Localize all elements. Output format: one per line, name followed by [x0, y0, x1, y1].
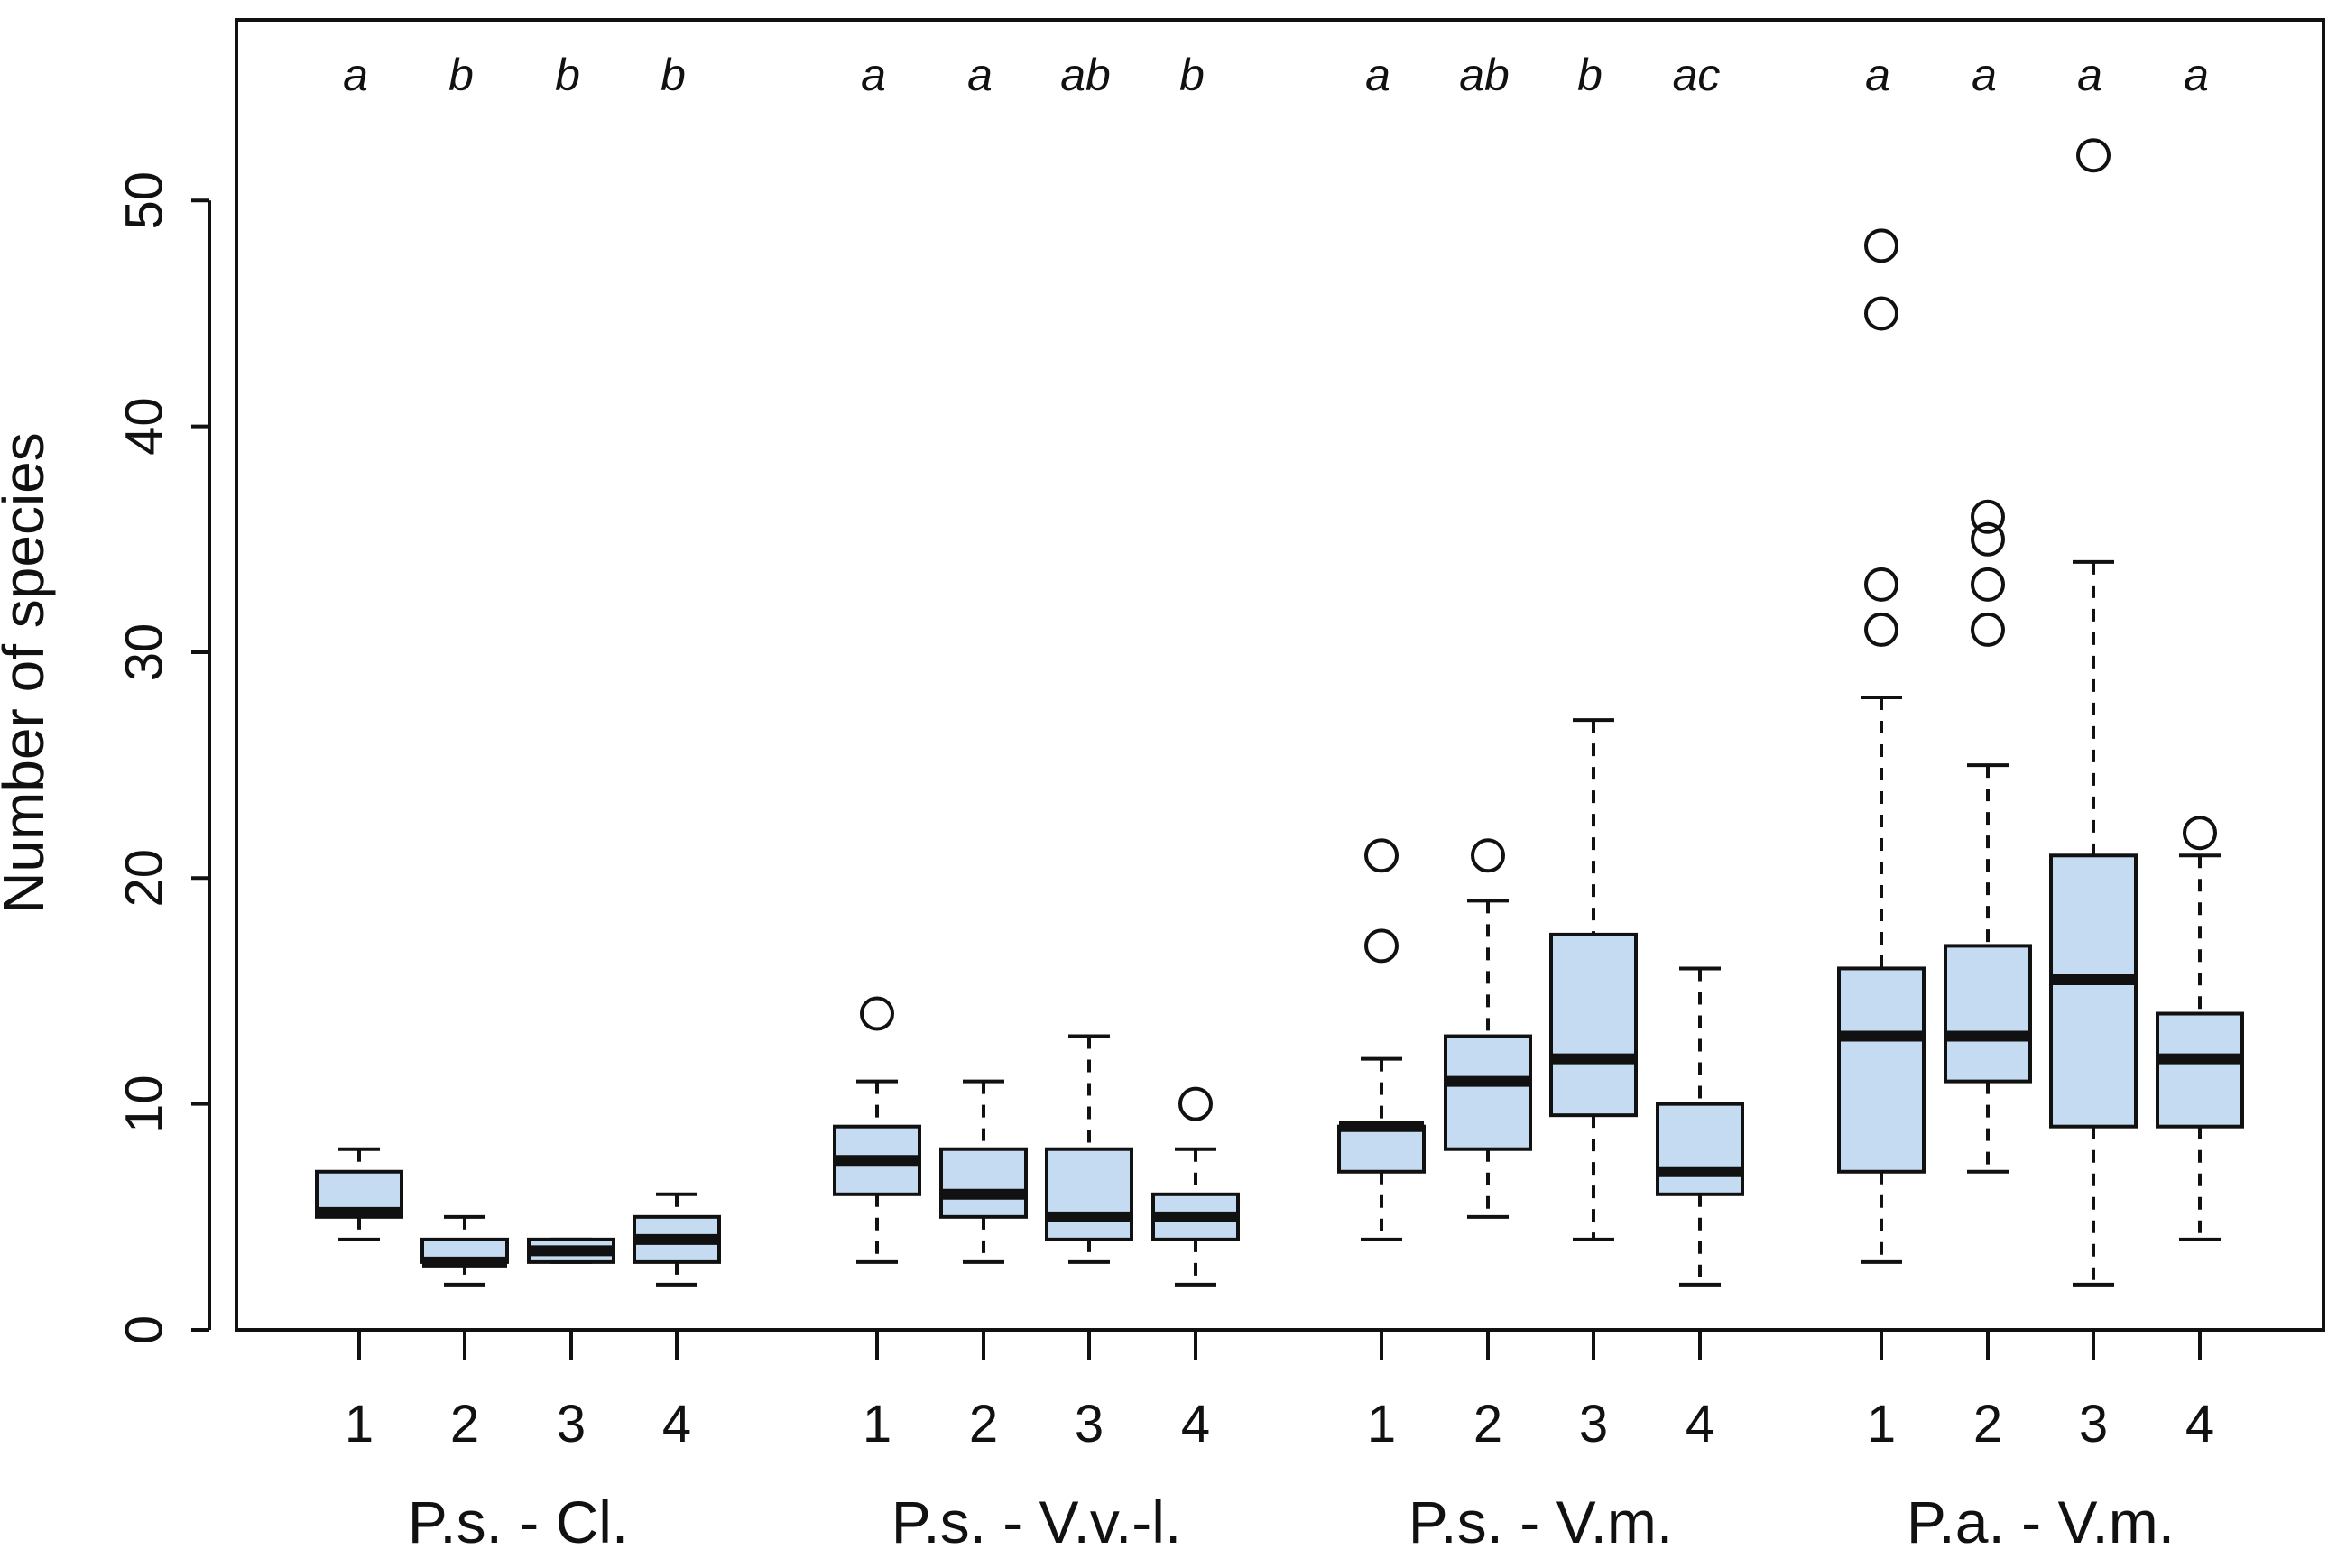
box-group [1944, 499, 2032, 1174]
box-group [1045, 1034, 1133, 1264]
outlier-point [1864, 612, 1898, 647]
outlier-point [1971, 567, 2005, 602]
significance-letter: a [2184, 50, 2209, 100]
group-label: P.s. - Cl. [408, 1489, 629, 1555]
outlier-point [1364, 838, 1399, 873]
box-iqr [1944, 944, 2032, 1084]
significance-letter: a [1972, 50, 1997, 100]
box-iqr [1444, 1034, 1532, 1151]
box-group [1337, 838, 1426, 1241]
x-tick-label: 4 [1686, 1395, 1714, 1453]
box-iqr [2049, 853, 2138, 1129]
outlier-point [1178, 1086, 1213, 1121]
outlier-point [1471, 838, 1505, 873]
x-tick-label: 2 [450, 1395, 479, 1453]
boxes-layer [315, 138, 2244, 1287]
y-tick-label: 10 [115, 1075, 174, 1133]
box-group [1549, 718, 1638, 1241]
box-iqr [1656, 1102, 1744, 1196]
y-axis: 0 10 20 30 40 50 [115, 171, 211, 1344]
box-group [2049, 138, 2138, 1287]
x-tick-label: 1 [863, 1395, 891, 1453]
outlier-point [2076, 138, 2111, 173]
significance-letters: a b b b a a ab b a ab b ac a a a a [343, 50, 2209, 100]
outlier-point [1364, 928, 1399, 964]
box-group [527, 1237, 615, 1264]
plot-frame [235, 18, 2325, 1332]
box-iqr [1549, 932, 1638, 1118]
x-tick-label: 3 [1579, 1395, 1608, 1453]
group-label: P.s. - V.m. [1409, 1489, 1673, 1555]
y-tick-label: 30 [115, 623, 174, 682]
y-tick-label: 20 [115, 849, 174, 908]
box-iqr [2156, 1011, 2244, 1129]
box-group [315, 1147, 403, 1241]
box-group [1151, 1086, 1240, 1287]
significance-letter: b [660, 50, 686, 100]
significance-letter: b [1577, 50, 1603, 100]
x-tick-label: 1 [1367, 1395, 1396, 1453]
significance-letter: a [861, 50, 886, 100]
outlier-point [1971, 612, 2005, 647]
x-tick-label: 4 [662, 1395, 691, 1453]
x-tick-label: 1 [345, 1395, 374, 1453]
outlier-point [860, 996, 894, 1031]
box-iqr [1045, 1147, 1133, 1241]
x-tick-label: 2 [1473, 1395, 1502, 1453]
significance-letter: ab [1459, 50, 1510, 100]
box-group [833, 996, 921, 1264]
y-tick-label: 50 [115, 171, 174, 230]
x-axis: 1 2 3 4P.s. - Cl.1 2 3 4P.s. - V.v.-l.1 2 3 4P.s.… [345, 1330, 2214, 1555]
x-tick-label: 4 [1181, 1395, 1210, 1453]
significance-letter: b [448, 50, 474, 100]
significance-letter: a [1365, 50, 1390, 100]
box-group [1837, 228, 1926, 1264]
group-label: P.s. - V.v.-l. [891, 1489, 1182, 1555]
x-tick-label: 1 [1867, 1395, 1896, 1453]
box-group [939, 1079, 1028, 1264]
box-group [1656, 966, 1744, 1287]
plot-frame-layer [235, 18, 2325, 1332]
x-tick-label: 3 [557, 1395, 586, 1453]
box-group [2156, 816, 2244, 1241]
significance-letter: a [2077, 50, 2102, 100]
significance-letter: a [967, 50, 993, 100]
significance-letter: b [555, 50, 580, 100]
significance-letter: a [343, 50, 368, 100]
x-tick-label: 3 [1075, 1395, 1104, 1453]
outlier-point [1864, 567, 1898, 602]
outlier-point [2183, 816, 2217, 851]
significance-letter: ac [1673, 50, 1721, 100]
box-group [633, 1192, 721, 1287]
significance-letter: b [1179, 50, 1205, 100]
significance-letter: a [1865, 50, 1890, 100]
x-tick-label: 3 [2079, 1395, 2108, 1453]
y-axis-title: Number of species [0, 432, 56, 914]
x-tick-label: 4 [2185, 1395, 2214, 1453]
outlier-point [1971, 521, 2005, 557]
y-tick-label: 0 [115, 1315, 174, 1344]
x-tick-label: 2 [969, 1395, 998, 1453]
y-tick-label: 40 [115, 397, 174, 456]
box-group [1444, 838, 1532, 1219]
box-iqr [1337, 1124, 1426, 1174]
box-iqr [939, 1147, 1028, 1219]
box-iqr [1837, 966, 1926, 1174]
outlier-point [1864, 228, 1898, 263]
outlier-point [1971, 499, 2005, 534]
significance-letter: ab [1060, 50, 1111, 100]
group-label: P.a. - V.m. [1907, 1489, 2175, 1555]
box-group [420, 1214, 509, 1287]
x-tick-label: 2 [1973, 1395, 2002, 1453]
outlier-point [1864, 296, 1898, 331]
